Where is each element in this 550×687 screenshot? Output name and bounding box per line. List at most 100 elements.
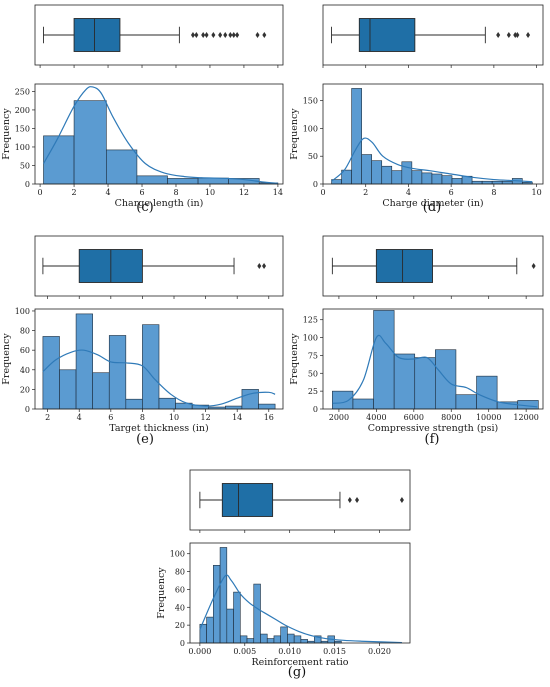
y-tick-label: 250 — [15, 87, 30, 96]
outlier-marker — [223, 32, 228, 38]
x-tick-label: 8000 — [441, 413, 461, 422]
histogram-bar — [280, 626, 288, 644]
x-tick-label: 0 — [38, 188, 43, 197]
x-tick-label: 12000 — [513, 413, 538, 422]
histogram-bar — [142, 324, 160, 410]
histogram-bar — [92, 372, 110, 410]
panel-caption: (g) — [288, 665, 306, 680]
histogram-c: 0 2 4 6 8 10 12 14 0 50 100 150 200 250 Charge length … — [1, 83, 284, 209]
x-tick-label: 4 — [406, 188, 411, 197]
kde-curve — [332, 334, 538, 408]
histogram-bar — [455, 394, 477, 410]
histogram-bar — [75, 313, 93, 410]
histogram-bar — [43, 135, 75, 185]
x-tick-label: 10 — [169, 413, 179, 422]
outlier-marker — [496, 32, 501, 38]
y-tick-label: 150 — [15, 124, 30, 133]
histogram-bar — [287, 633, 295, 644]
x-tick-label: 10 — [205, 188, 215, 197]
boxplot-frame — [34, 235, 284, 297]
histogram-bar — [136, 175, 168, 185]
y-tick-label: 100 — [15, 307, 30, 316]
boxplot-frame — [189, 469, 411, 531]
x-tick-label: 12 — [201, 413, 211, 422]
x-tick-label: 8 — [173, 188, 178, 197]
boxplot-frame — [322, 4, 544, 66]
y-tick-label: 100 — [303, 124, 318, 133]
histogram-bar — [125, 398, 143, 410]
y-tick-label: 80 — [175, 568, 185, 577]
histogram-bar — [332, 390, 354, 410]
y-tick-label: 125 — [303, 316, 318, 325]
y-tick-label: 0 — [313, 405, 318, 414]
boxplot-frame — [322, 235, 544, 297]
iqr-box — [358, 18, 416, 52]
y-tick-label: 20 — [20, 385, 30, 394]
histogram-bar — [491, 180, 503, 185]
histogram-bar — [226, 608, 234, 644]
kde-curve — [42, 349, 276, 407]
boxplot-g — [189, 469, 411, 533]
histogram-bar — [431, 173, 443, 185]
boxplot-c — [34, 4, 284, 68]
histogram-bar — [266, 638, 275, 644]
panel-caption: (c) — [136, 200, 153, 215]
panel-caption: (f) — [425, 432, 440, 447]
outlier-marker — [515, 32, 520, 38]
boxplot-frame — [34, 4, 284, 66]
outlier-marker — [201, 32, 206, 38]
x-tick-label: 6 — [108, 413, 113, 422]
kde-curve — [331, 137, 533, 183]
histogram-bar — [411, 170, 423, 185]
panel-caption: (e) — [136, 432, 154, 447]
histogram-bar — [106, 149, 138, 185]
x-tick-label: 2 — [72, 188, 77, 197]
histogram-bar — [219, 547, 228, 644]
histogram-bar — [246, 638, 255, 644]
outlier-marker — [190, 32, 195, 38]
histogram-bar — [213, 565, 221, 644]
histogram-f: 2000 4000 6000 8000 10000 12000 0 25 50 75 100 125 C… — [289, 308, 544, 434]
x-tick-label: 6000 — [404, 413, 424, 422]
y-tick-label: 100 — [15, 143, 30, 152]
histogram-frame — [189, 542, 411, 644]
x-axis-label: Charge length (in) — [115, 198, 204, 209]
x-tick-label: 16 — [264, 413, 274, 422]
y-tick-label: 20 — [175, 621, 185, 630]
y-axis-label: Frequency — [1, 333, 12, 385]
histogram-bar — [273, 635, 281, 644]
histogram-e: 2 4 6 8 10 12 14 16 0 20 40 60 80 100 Target thickness… — [1, 307, 284, 434]
y-tick-label: 40 — [175, 603, 185, 612]
histogram-bar — [73, 100, 107, 185]
outlier-marker — [347, 497, 352, 503]
x-tick-label: 2 — [45, 413, 50, 422]
y-tick-label: 0 — [25, 180, 30, 189]
y-tick-label: 0 — [180, 639, 185, 648]
y-tick-label: 50 — [308, 152, 318, 161]
histogram-bar — [471, 180, 483, 185]
outlier-marker — [262, 32, 267, 38]
outlier-marker — [526, 32, 531, 38]
panel-f: 2000 4000 6000 8000 10000 12000 0 25 50 75 100 125 C… — [289, 235, 544, 447]
kde-curve — [42, 86, 278, 184]
boxplot-d — [322, 4, 544, 68]
x-tick-label: 4000 — [366, 413, 386, 422]
x-tick-label: 0.015 — [323, 647, 346, 656]
histogram-bar — [59, 369, 77, 410]
y-tick-label: 60 — [20, 346, 30, 355]
panel-g: 0.000 0.005 0.010 0.015 0.020 0 20 40 60 80 100 Rei… — [156, 469, 411, 680]
x-tick-label: 14 — [232, 413, 242, 422]
histogram-bar — [260, 633, 268, 644]
x-tick-label: 14 — [273, 188, 283, 197]
outlier-marker — [204, 32, 209, 38]
outlier-marker — [194, 32, 199, 38]
y-tick-label: 0 — [313, 180, 318, 189]
histogram-bar — [300, 639, 308, 644]
histogram-bar — [167, 178, 199, 185]
histogram-bar — [361, 154, 372, 185]
panel-caption: (d) — [423, 200, 441, 215]
histogram-bar — [481, 180, 493, 185]
